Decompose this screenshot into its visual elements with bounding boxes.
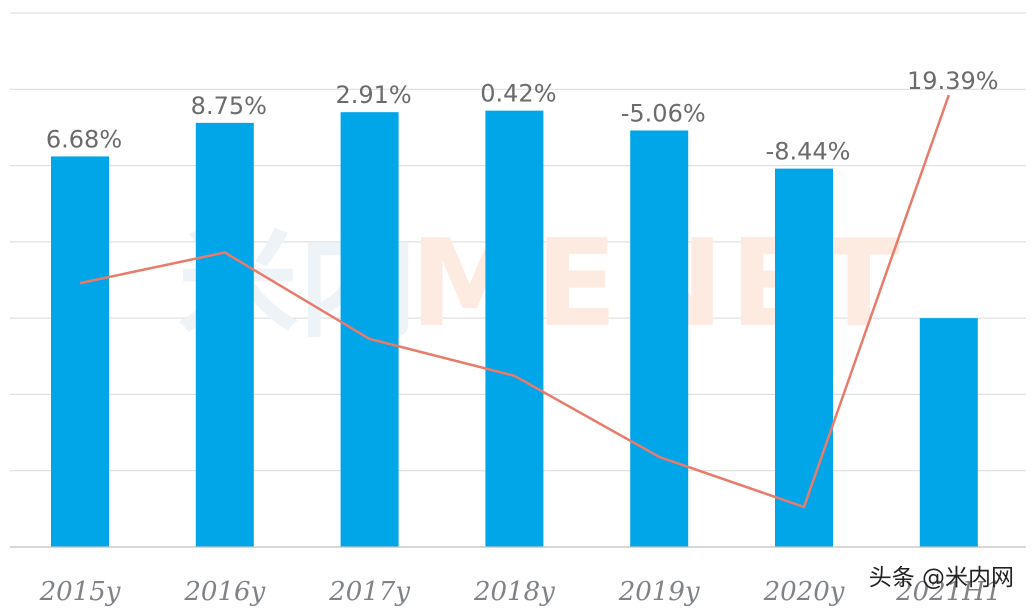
data-label: 6.68% — [46, 125, 122, 153]
bar-series — [51, 110, 978, 548]
x-axis-tick-labels: 2015y 2016y 2017y 2018y 2019y 2020y 2021H1 — [39, 577, 1002, 607]
data-labels: 6.68% 8.75% 2.91% 0.42% -5.06% -8.44% 19.39% — [46, 67, 999, 166]
bar — [340, 112, 399, 548]
x-tick-label: 2021H1 — [895, 577, 1001, 607]
bar — [630, 130, 689, 548]
x-tick-label: 2018y — [473, 577, 555, 607]
bar — [485, 110, 544, 547]
growth-rate-line — [79, 94, 950, 509]
source-credit: 头条 @米内网 — [869, 565, 1014, 591]
data-label: 8.75% — [191, 92, 267, 120]
x-tick-label: 2015y — [39, 577, 121, 607]
x-tick-label: 2017y — [328, 577, 410, 607]
bar — [919, 318, 978, 547]
bar — [195, 122, 254, 547]
x-tick-label: 2020y — [763, 577, 845, 607]
data-label: -8.44% — [766, 138, 851, 166]
x-tick-label: 2019y — [618, 577, 700, 607]
data-label: -5.06% — [621, 99, 706, 127]
x-tick-label: 2016y — [183, 577, 265, 607]
data-label: 2.91% — [335, 81, 411, 109]
bar — [775, 168, 833, 547]
bar — [51, 156, 109, 547]
data-label: 19.39% — [907, 67, 999, 95]
data-label: 0.42% — [480, 80, 556, 108]
